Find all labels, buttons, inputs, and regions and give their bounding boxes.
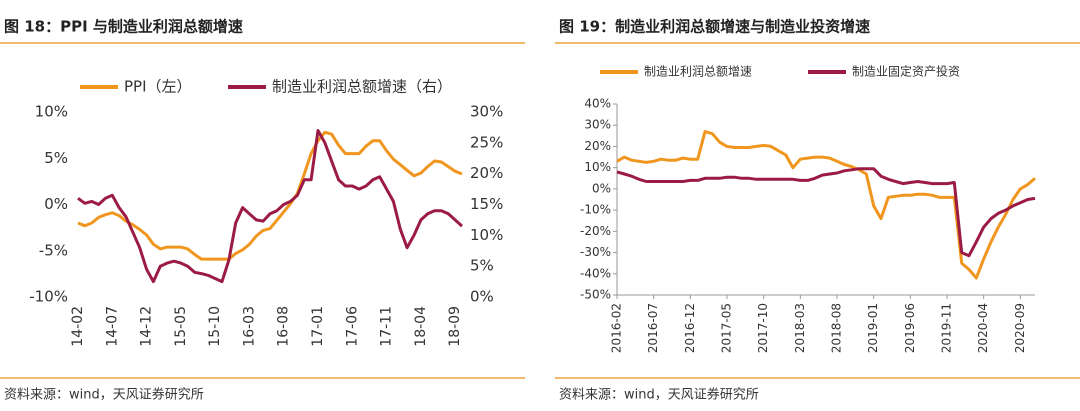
- x-tick-label: 16-08: [276, 306, 292, 347]
- x-tick-label: 2020-04: [976, 303, 990, 353]
- x-tick-label: 2019-11: [940, 303, 954, 353]
- x-tick-label: 17-01: [310, 306, 326, 347]
- y-tick-label: 40%: [584, 97, 611, 111]
- y-tick-label: 0%: [44, 195, 68, 213]
- y-tick-label: 5%: [44, 149, 68, 167]
- y2-tick-label: 5%: [470, 257, 494, 275]
- x-tick-label: 2019-06: [903, 303, 917, 353]
- x-tick-label: 14-02: [70, 306, 86, 347]
- legend-label: 制造业利润总额增速: [644, 65, 752, 79]
- y2-tick-label: 15%: [470, 195, 503, 213]
- y-tick-label: -5%: [39, 241, 68, 259]
- x-tick-label: 17-06: [344, 306, 360, 347]
- legend-label: 制造业固定资产投资: [852, 64, 960, 79]
- y-tick-label: 10%: [584, 160, 611, 174]
- series-line: [616, 167, 1036, 258]
- y-tick-label: -10%: [29, 288, 68, 306]
- series-line: [77, 129, 464, 284]
- y2-tick-label: 10%: [470, 226, 503, 244]
- y-tick-label: 10%: [35, 103, 68, 121]
- x-tick-label: 2019-01: [866, 303, 880, 353]
- legend-label: 制造业利润总额增速（右）: [272, 78, 452, 96]
- y2-tick-label: 30%: [470, 103, 503, 121]
- x-tick-label: 2018-08: [830, 303, 844, 353]
- x-tick-label: 18-09: [447, 306, 463, 347]
- series-line: [616, 130, 1036, 280]
- y-tick-label: 30%: [584, 118, 611, 132]
- chart-title: 图 18：PPI 与制造业利润总额增速: [4, 18, 243, 36]
- x-tick-label: 2018-03: [793, 303, 807, 353]
- x-tick-label: 2017-10: [756, 303, 770, 353]
- legend-label: PPI（左）: [124, 78, 192, 96]
- x-tick-label: 2017-05: [720, 303, 734, 353]
- y-tick-label: -10%: [580, 203, 611, 217]
- y2-tick-label: 0%: [470, 288, 494, 306]
- y-tick-label: -40%: [580, 266, 611, 280]
- x-tick-label: 15-05: [173, 306, 189, 347]
- x-tick-label: 18-04: [413, 306, 429, 347]
- y-tick-label: -20%: [580, 224, 611, 238]
- source: 资料来源：wind，天风证券研究所: [4, 387, 204, 403]
- source: 资料来源：wind，天风证券研究所: [559, 387, 759, 403]
- x-tick-label: 17-11: [379, 306, 395, 347]
- chart-title: 图 19：制造业利润总额增速与制造业投资增速: [559, 18, 870, 36]
- y-tick-label: 20%: [584, 139, 611, 153]
- y-tick-label: 0%: [592, 181, 611, 195]
- y2-tick-label: 20%: [470, 164, 503, 182]
- x-tick-label: 14-12: [139, 306, 155, 347]
- x-tick-label: 2016-07: [646, 303, 660, 353]
- x-tick-label: 2016-12: [683, 303, 697, 353]
- x-tick-label: 2016-02: [610, 303, 624, 353]
- x-tick-label: 2020-09: [1013, 303, 1027, 353]
- y-tick-label: -30%: [580, 245, 611, 259]
- x-tick-label: 16-03: [241, 306, 257, 347]
- y2-tick-label: 25%: [470, 133, 503, 151]
- y-tick-label: -50%: [580, 288, 611, 302]
- series-line: [77, 130, 463, 261]
- x-tick-label: 15-10: [207, 306, 223, 347]
- x-tick-label: 14-07: [104, 306, 120, 347]
